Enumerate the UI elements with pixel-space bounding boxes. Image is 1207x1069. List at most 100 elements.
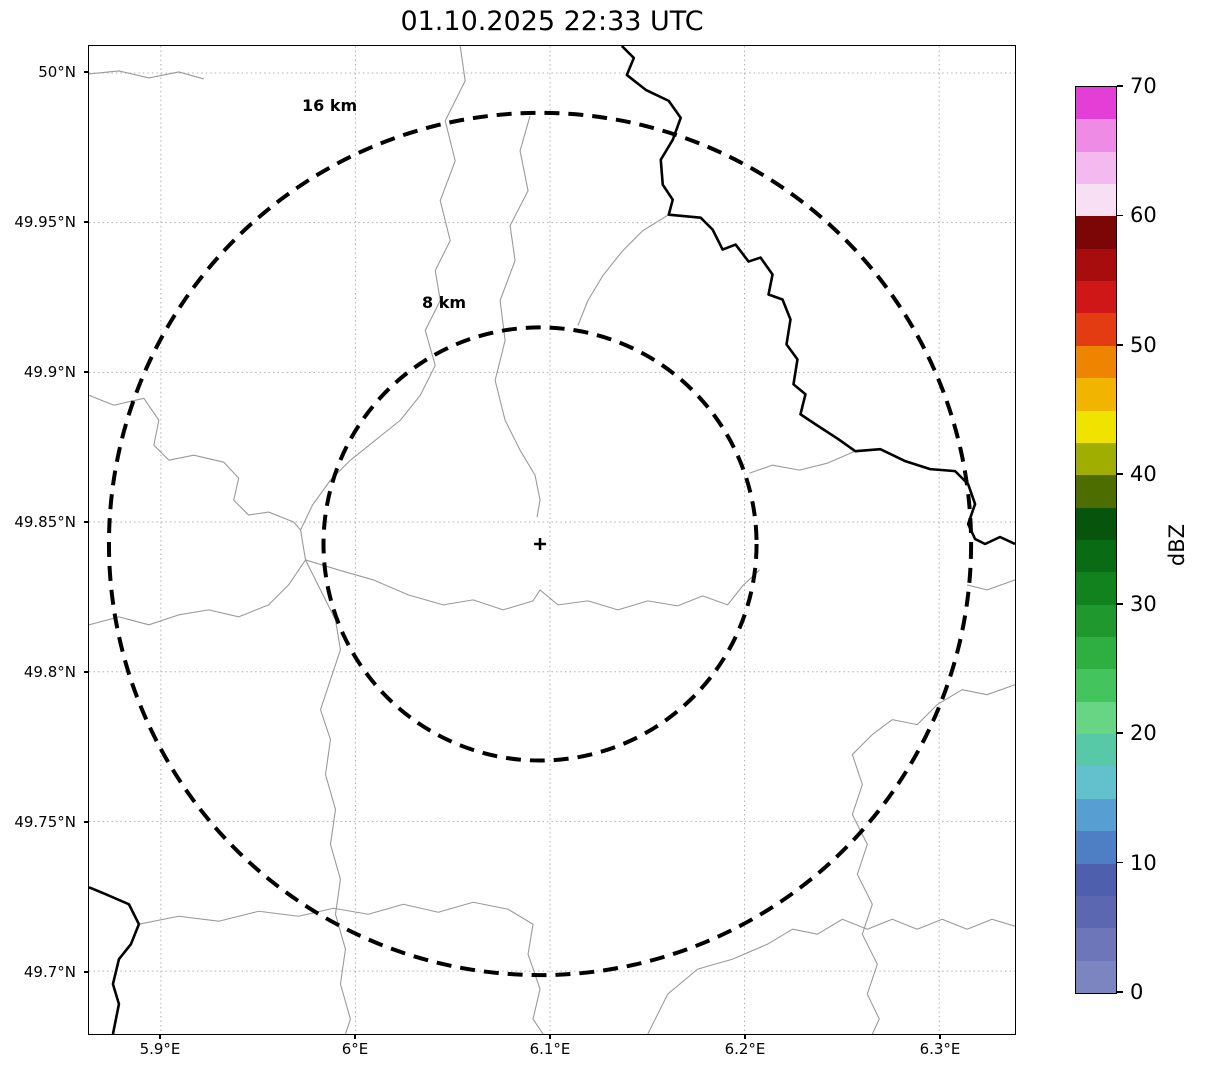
colorbar-segment (1076, 960, 1116, 993)
y-tick-label: 49.7°N (23, 963, 76, 981)
colorbar-segment (1076, 669, 1116, 702)
colorbar-tick-labels: 0 10 20 30 40 50 60 70 (1117, 74, 1197, 1004)
y-axis-tick-mark (84, 521, 88, 523)
colorbar-segment (1076, 928, 1116, 961)
grid-layer (89, 46, 1015, 1034)
x-tick-label: 6°E (341, 1040, 369, 1058)
plot-title: 01.10.2025 22:33 UTC (400, 6, 704, 37)
range-ring-16km-label: 16 km (302, 96, 358, 115)
colorbar-segment (1076, 313, 1116, 346)
colorbar-segment (1076, 895, 1116, 929)
colorbar-segment (1076, 248, 1116, 282)
colorbar-segment (1076, 86, 1116, 120)
boundary-line (749, 450, 856, 474)
y-axis-tick-mark (84, 221, 88, 223)
colorbar-segment (1076, 637, 1116, 670)
country-border-river (89, 46, 1015, 1034)
colorbar-segment (1076, 442, 1116, 476)
boundary-line (577, 214, 670, 326)
boundary-line (89, 70, 204, 80)
colorbar-tick-mark (1117, 473, 1123, 476)
colorbar-segment (1076, 798, 1116, 832)
colorbar-tick-label: 10 (1130, 850, 1157, 875)
colorbar-segment (1076, 734, 1116, 767)
colorbar-segments (1076, 86, 1116, 993)
y-axis-tick-mark (84, 371, 88, 373)
colorbar-tick-label: 0 (1130, 980, 1144, 1004)
radar-center-marker (534, 538, 547, 550)
x-tick-label: 6.1°E (529, 1040, 571, 1058)
x-tick-label: 6.3°E (919, 1040, 961, 1058)
range-ring-16km (106, 110, 974, 978)
colorbar-tick-label: 20 (1130, 721, 1157, 746)
boundary-line (647, 918, 1015, 1034)
range-rings (106, 110, 974, 978)
colorbar-segment (1076, 831, 1116, 864)
colorbar-segment (1076, 281, 1116, 314)
colorbar-segment (1076, 572, 1116, 605)
y-tick-label: 50°N (38, 63, 76, 81)
colorbar-segment (1076, 345, 1116, 379)
colorbar-tick-mark (1117, 602, 1123, 605)
colorbar-tick-mark (1117, 732, 1123, 734)
colorbar-segment (1076, 701, 1116, 735)
river-border-line-sw (89, 886, 141, 1034)
colorbar-tick-label: 40 (1130, 462, 1157, 487)
map-panel: 16 km 8 km (88, 45, 1016, 1035)
colorbar (1075, 86, 1117, 994)
y-axis-tick-labels: 50°N 49.95°N 49.9°N 49.85°N 49.8°N 49.75°N 49.… (0, 45, 82, 1035)
boundary-line (305, 559, 760, 611)
x-tick-label: 5.9°E (139, 1040, 181, 1058)
range-ring-8km-label: 8 km (422, 293, 467, 312)
colorbar-segment (1076, 507, 1116, 540)
colorbar-segment (1076, 184, 1116, 217)
colorbar-tick-mark (1117, 861, 1123, 864)
map-canvas (89, 46, 1015, 1034)
y-tick-label: 49.9°N (23, 363, 76, 381)
colorbar-segment (1076, 378, 1116, 411)
boundary-line (966, 579, 1015, 591)
x-tick-label: 6.2°E (724, 1040, 766, 1058)
colorbar-unit-label: dBZ (1165, 523, 1189, 567)
x-axis-tick-mark (159, 1035, 161, 1039)
y-tick-label: 49.95°N (14, 213, 76, 231)
colorbar-segment (1076, 863, 1116, 896)
colorbar-tick-mark (1117, 991, 1123, 993)
y-tick-label: 49.8°N (23, 663, 76, 681)
x-axis-tick-mark (549, 1035, 551, 1039)
colorbar-segment (1076, 410, 1116, 443)
y-axis-tick-mark (84, 71, 88, 73)
colorbar-segment (1076, 766, 1116, 799)
boundary-line (138, 901, 544, 1034)
colorbar-tick-label: 50 (1130, 332, 1157, 357)
colorbar-tick-label: 70 (1130, 74, 1157, 98)
boundary-line (851, 684, 1015, 1034)
admin-boundary-lines (89, 46, 1015, 1034)
boundary-line (89, 394, 301, 531)
colorbar-segment (1076, 604, 1116, 638)
colorbar-segment (1076, 475, 1116, 508)
x-axis-tick-mark (939, 1035, 941, 1039)
colorbar-segment (1076, 539, 1116, 573)
colorbar-tick-label: 60 (1130, 203, 1157, 228)
colorbar-tick-label: 30 (1130, 591, 1157, 616)
range-ring-8km (321, 325, 759, 763)
colorbar-segment (1076, 151, 1116, 185)
y-axis-tick-mark (84, 821, 88, 823)
x-axis-tick-mark (744, 1035, 746, 1039)
colorbar-segment (1076, 119, 1116, 152)
boundary-line (494, 115, 541, 518)
y-tick-label: 49.85°N (14, 513, 76, 531)
boundary-line (89, 559, 306, 626)
colorbar-tick-mark (1117, 344, 1123, 346)
y-axis-tick-mark (84, 671, 88, 673)
colorbar-tick-mark (1117, 214, 1123, 217)
x-axis-tick-mark (354, 1035, 356, 1039)
y-tick-label: 49.75°N (14, 813, 76, 831)
colorbar-tick-mark (1117, 85, 1123, 87)
y-axis-tick-mark (84, 971, 88, 973)
river-border-line (620, 46, 1015, 546)
x-axis-tick-labels: 5.9°E 6°E 6.1°E 6.2°E 6.3°E (88, 1040, 1016, 1062)
colorbar-segment (1076, 216, 1116, 249)
